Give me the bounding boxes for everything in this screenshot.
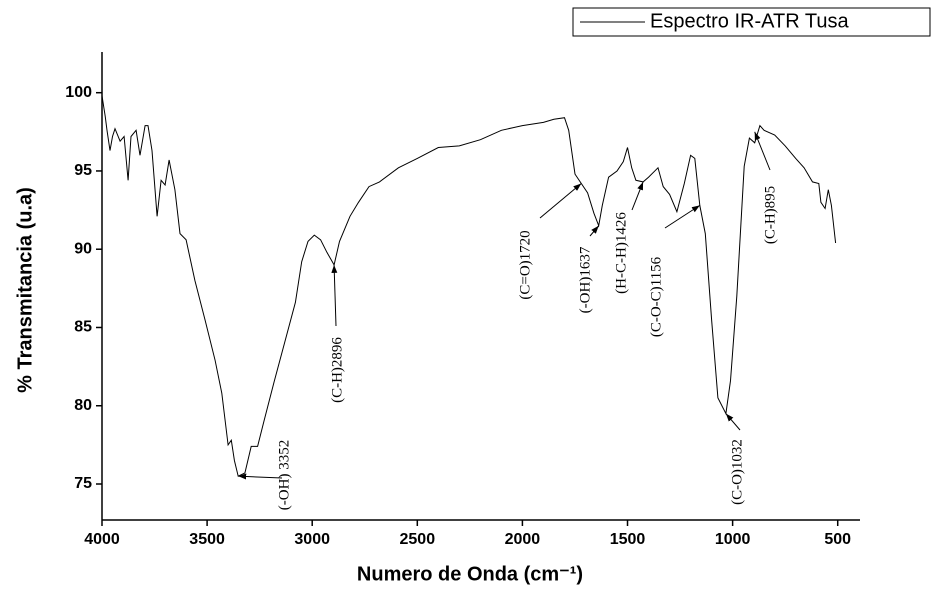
x-tick-label: 1500 bbox=[610, 531, 646, 548]
annotation-arrow bbox=[539, 183, 582, 219]
y-tick-label: 90 bbox=[74, 240, 92, 257]
x-tick-label: 2000 bbox=[505, 531, 541, 548]
y-tick-label: 95 bbox=[74, 162, 92, 179]
legend-box bbox=[572, 7, 931, 37]
annotation-arrow bbox=[631, 181, 644, 211]
y-tick-label: 85 bbox=[74, 319, 92, 336]
y-axis-label: % Transmitancia (u.a) bbox=[14, 187, 36, 393]
annotation-arrow bbox=[725, 413, 741, 431]
annotation-arrow bbox=[754, 131, 771, 171]
annotation: (-OH)1637 bbox=[577, 246, 593, 313]
y-tick-label: 80 bbox=[74, 397, 92, 414]
annotation: (-OH) 3352 bbox=[276, 440, 292, 510]
annotation: (C=O)1720 bbox=[517, 230, 533, 299]
annotation-arrow bbox=[589, 225, 600, 237]
annotation-arrow bbox=[238, 473, 283, 480]
x-axis-label: Numero de Onda (cm⁻¹) bbox=[357, 563, 583, 585]
annotation: (C-H)895 bbox=[762, 186, 778, 244]
x-tick-label: 3000 bbox=[294, 531, 330, 548]
y-tick-label: 75 bbox=[74, 475, 92, 492]
spectrum-line bbox=[101, 95, 837, 477]
x-tick-label: 4000 bbox=[84, 531, 120, 548]
annotation: (C-O-C)1156 bbox=[648, 256, 664, 337]
annotation: (H-C-H)1426 bbox=[613, 212, 629, 294]
annotation: (C-O)1032 bbox=[729, 439, 745, 505]
annotation: (C-H)2896 bbox=[329, 337, 345, 403]
y-tick-label: 100 bbox=[65, 84, 92, 101]
legend-label: Espectro IR-ATR Tusa bbox=[650, 10, 849, 32]
annotation-arrow bbox=[664, 204, 701, 229]
x-tick-label: 500 bbox=[824, 531, 851, 548]
x-tick-label: 3500 bbox=[189, 531, 225, 548]
x-tick-label: 2500 bbox=[400, 531, 436, 548]
annotation-arrow bbox=[331, 264, 338, 327]
x-tick-label: 1000 bbox=[715, 531, 751, 548]
